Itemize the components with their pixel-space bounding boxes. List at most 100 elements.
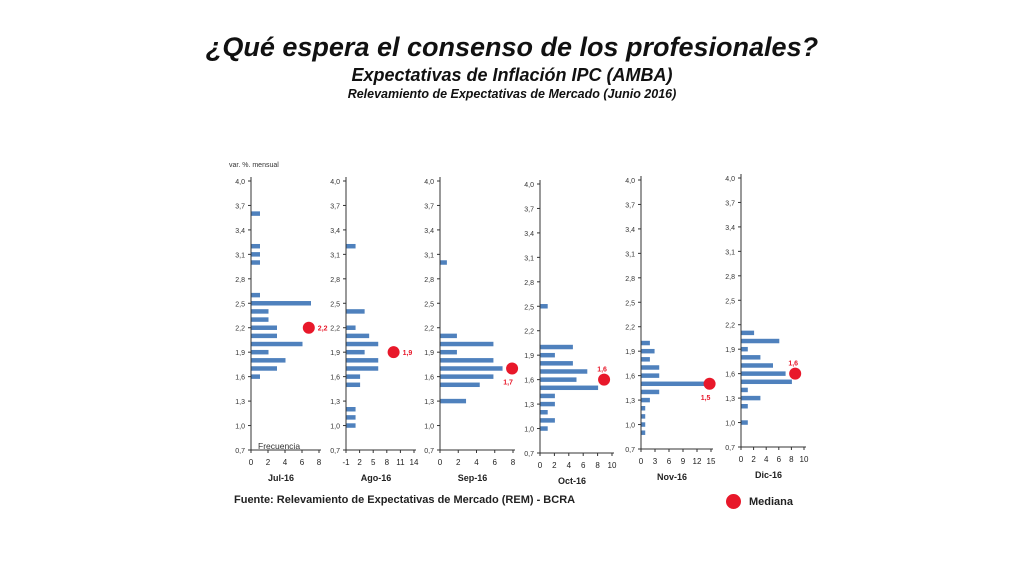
y-tick-label: 2,8 [424,277,434,284]
histogram-bar [741,355,761,360]
x-tick-label: 6 [777,455,782,464]
panel-title: Dic-16 [755,470,782,480]
y-tick-label: 1,0 [235,424,245,431]
histogram-bar [346,374,361,379]
histogram-bar [741,330,755,336]
histogram-bar [346,423,356,428]
y-tick-label: 1,0 [625,423,635,430]
median-label: 1,5 [701,395,711,402]
y-tick-label: 3,4 [625,227,635,234]
y-tick-label: 1,6 [235,375,245,382]
y-tick-label: 1,6 [524,378,534,385]
histogram-bar [251,252,260,257]
histogram-bar [741,395,761,401]
histogram-bar [346,415,356,420]
x-tick-label: 9 [681,457,686,466]
y-tick-label: 3,1 [235,252,245,259]
histogram-bar [440,260,447,265]
histogram-bar [641,365,660,370]
y-tick-label: 4,0 [625,178,635,185]
x-tick-label: 10 [800,455,809,464]
source-note: Fuente: Relevamiento de Expectativas de … [234,494,576,506]
histogram-bar [741,420,748,425]
histogram-bar [540,304,548,309]
y-tick-label: 1,3 [524,402,534,409]
x-tick-label: 15 [707,457,716,466]
histogram-bar [741,379,792,385]
histogram-bar [346,366,379,371]
histogram-bar [346,243,356,249]
median-label: 1,7 [503,379,513,386]
y-tick-label: 3,4 [235,228,245,235]
median-marker [598,373,611,386]
histogram-bar [540,410,548,415]
x-tick-label: 8 [789,455,794,464]
y-tick-label: 3,1 [330,252,340,259]
histogram-bar [641,422,646,427]
median-marker [506,362,519,375]
histogram-bar [346,358,379,363]
histogram-bar [251,317,269,322]
y-tick-label: 3,1 [524,255,534,262]
x-tick-label: 0 [438,458,443,467]
histogram-bar [540,377,577,382]
y-tick-label: 2,2 [330,326,340,333]
x-tick-label: 2 [266,458,271,467]
histogram-bar [346,325,356,330]
median-label: 1,6 [788,361,798,368]
y-tick-label: 1,0 [330,424,340,431]
histogram-bar [346,333,370,339]
y-tick-label: 1,6 [625,374,635,381]
histogram-bar [440,398,467,404]
y-tick-label: 3,1 [725,249,735,256]
page-caption: Relevamiento de Expectativas de Mercado … [347,87,677,101]
histogram-bar [251,260,260,265]
histogram-bar [641,357,650,362]
histogram-bar [440,349,457,355]
y-tick-label: 0,7 [625,447,635,454]
histogram-bar [251,358,286,363]
y-tick-label: 0,7 [330,448,340,455]
histogram-bar [346,382,361,388]
histogram-bar [741,363,773,368]
y-tick-label: 3,7 [330,203,340,210]
y-tick-label: 1,9 [424,350,434,357]
panel-title: Ago-16 [361,473,392,483]
y-tick-label: 4,0 [235,179,245,186]
x-tick-label: 4 [764,455,769,464]
x-tick-label: 8 [317,458,322,467]
x-tick-label: 6 [493,458,498,467]
panel-title: Sep-16 [458,473,488,483]
histogram-bar [440,341,494,347]
histogram-bar [641,340,650,346]
y-tick-label: 3,4 [524,231,534,238]
x-tick-label: 4 [474,458,479,467]
y-tick-label: 3,1 [625,251,635,258]
x-tick-label: 6 [581,461,586,470]
y-tick-label: 1,9 [235,350,245,357]
histogram-bar [346,349,365,355]
histogram-bar [251,374,260,379]
histogram-bar [540,361,573,366]
median-marker [703,377,716,390]
y-axis-unit-label: var. %. mensual [229,162,279,169]
histogram-bar [440,366,503,371]
x-tick-label: 5 [371,458,376,467]
y-tick-label: 2,8 [725,274,735,281]
y-tick-label: 4,0 [524,182,534,189]
median-label: 2,2 [318,326,328,333]
y-tick-label: 1,9 [725,347,735,354]
y-tick-label: 1,3 [330,399,340,406]
histogram-bar [741,371,786,376]
histogram-bar [251,211,260,216]
legend: Mediana [726,494,793,509]
y-tick-label: 2,2 [235,326,245,333]
y-tick-label: 0,7 [235,448,245,455]
x-tick-label: -1 [342,458,350,467]
y-tick-label: 4,0 [424,179,434,186]
histogram-bar [540,393,555,399]
histogram-bar [540,401,555,407]
y-tick-label: 1,6 [725,372,735,379]
y-tick-label: 3,1 [424,252,434,259]
